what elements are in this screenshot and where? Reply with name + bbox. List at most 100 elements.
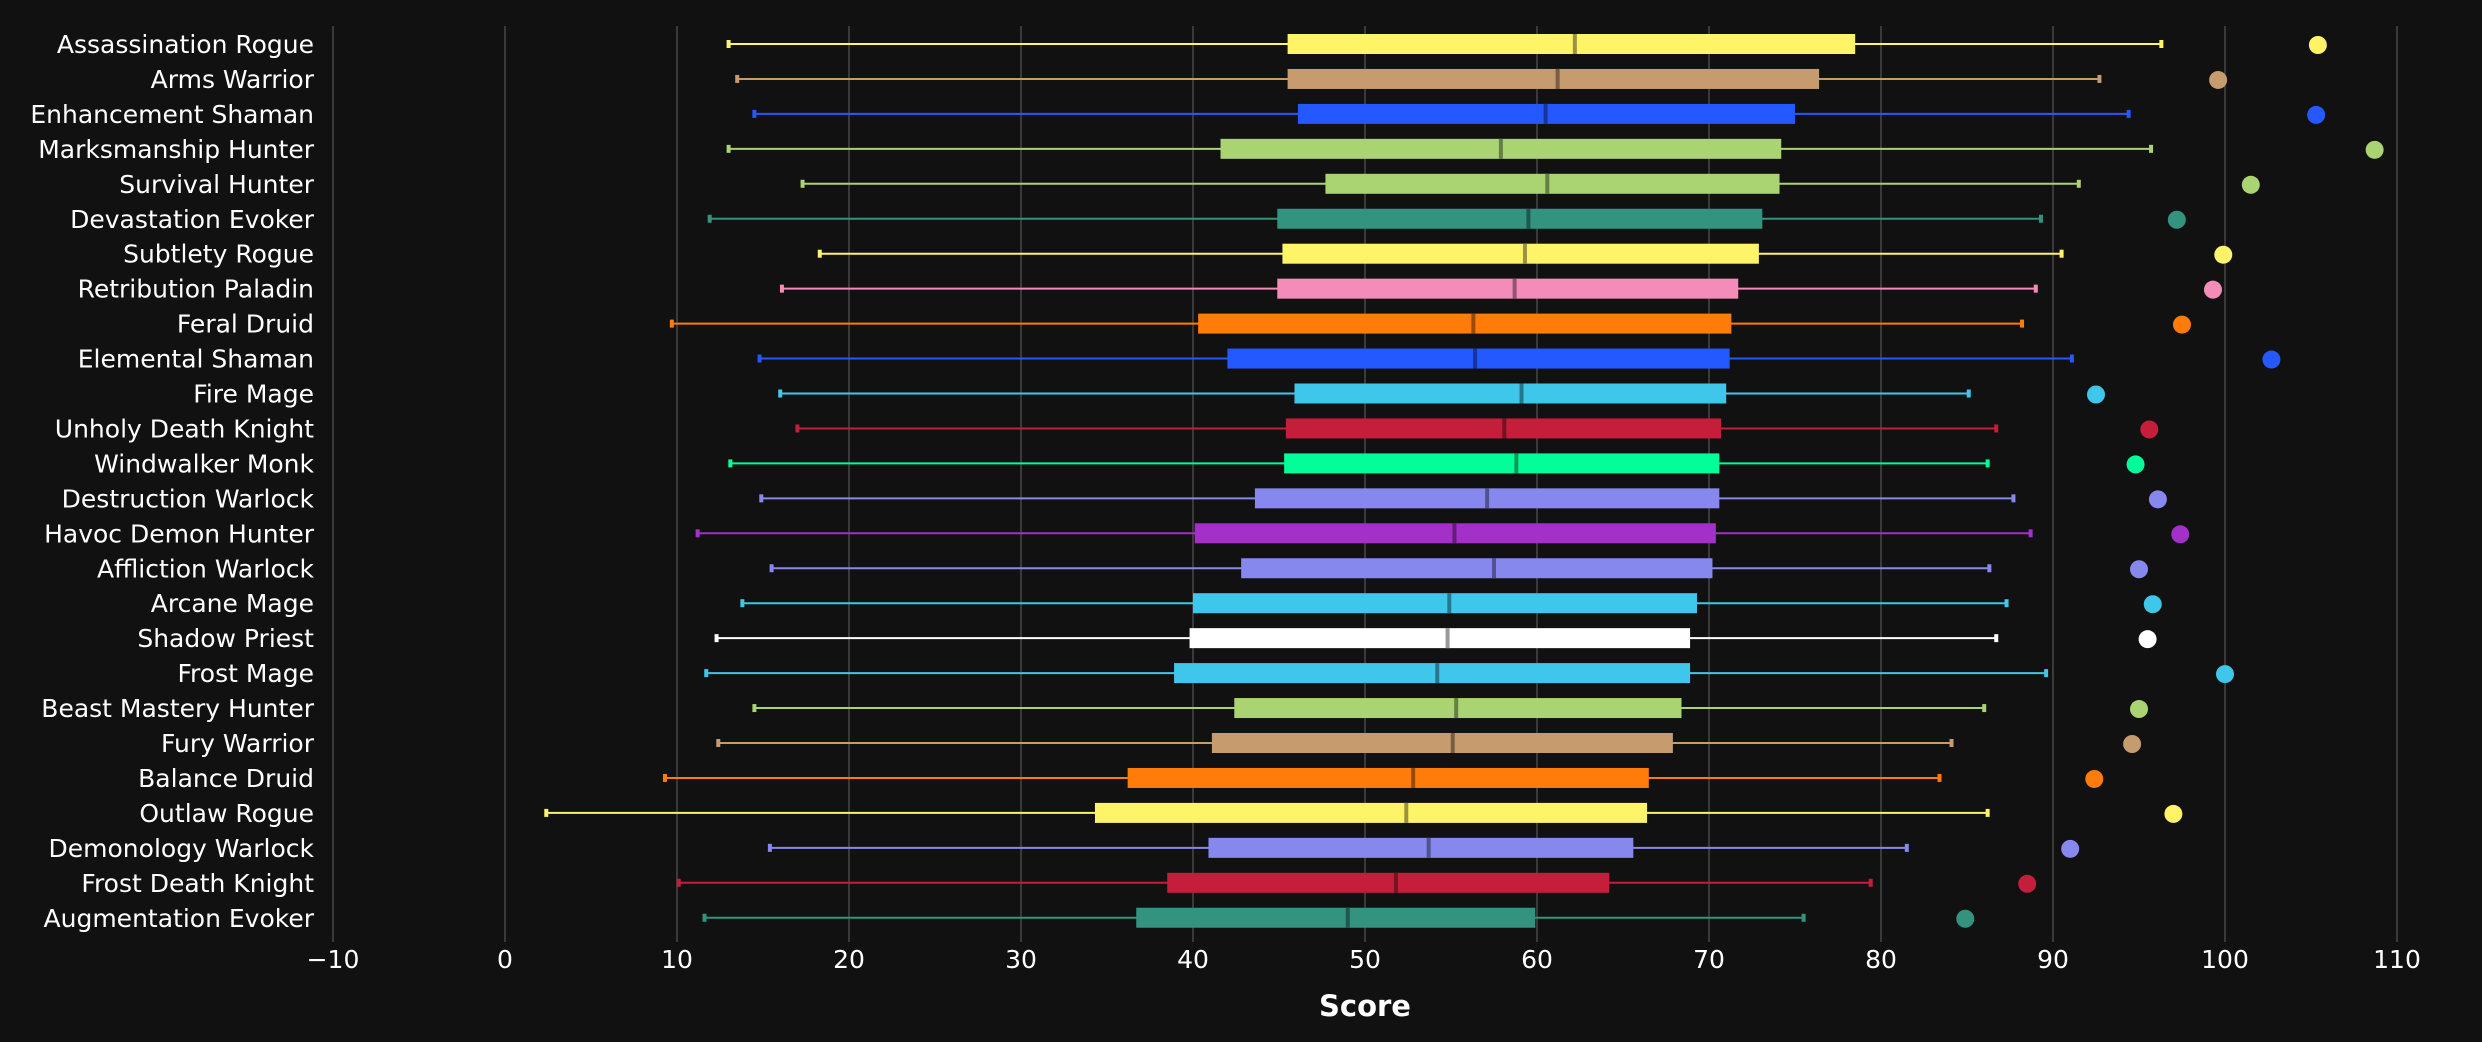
median-mark <box>1404 802 1409 823</box>
x-tick-label: 90 <box>2037 945 2069 974</box>
category-label: Retribution Paladin <box>78 275 314 304</box>
category-label: Outlaw Rogue <box>139 799 314 828</box>
category-label: Balance Druid <box>138 764 314 793</box>
iqr-box <box>1227 348 1730 369</box>
median-mark <box>1492 558 1496 579</box>
median-mark <box>1435 663 1440 684</box>
whisker-min-cap <box>702 913 707 922</box>
box-row <box>759 488 2167 509</box>
median-mark <box>1555 68 1560 89</box>
x-tick-label: 80 <box>1865 945 1897 974</box>
outlier-point <box>2138 630 2157 649</box>
box-row <box>662 767 2104 788</box>
whisker-min-cap <box>795 424 800 433</box>
whisker-max-cap <box>2069 354 2074 363</box>
box-row <box>817 243 2233 264</box>
median-mark <box>1485 488 1490 509</box>
whisker-min-cap <box>767 843 772 852</box>
outlier-point <box>2130 560 2148 579</box>
whisker-min-cap <box>778 389 783 398</box>
box-row <box>676 872 2037 893</box>
iqr-box <box>1198 313 1732 334</box>
category-label: Arcane Mage <box>151 589 314 618</box>
whisker-min-cap <box>544 808 549 817</box>
median-mark <box>1393 872 1398 893</box>
whisker-max-cap <box>1985 459 1990 468</box>
box-row <box>726 138 2384 159</box>
outlier-point <box>2148 490 2167 509</box>
median-mark <box>1519 383 1524 404</box>
iqr-box <box>1287 68 1820 89</box>
box-row <box>779 278 2222 299</box>
whisker-min-cap <box>769 564 774 573</box>
outlier-point <box>2214 245 2233 264</box>
outlier-point <box>1956 909 1975 928</box>
iqr-box <box>1287 34 1856 54</box>
outlier-point <box>2130 700 2148 719</box>
outlier-point <box>2126 455 2145 474</box>
outlier-point <box>2143 595 2162 614</box>
outlier-point <box>2209 70 2228 89</box>
whisker-max-cap <box>2044 669 2049 678</box>
category-label: Affliction Warlock <box>97 554 315 583</box>
outlier-point <box>2061 839 2080 858</box>
iqr-box <box>1325 173 1780 194</box>
iqr-box <box>1294 383 1727 404</box>
median-mark <box>1543 103 1548 124</box>
iqr-box <box>1136 907 1536 928</box>
iqr-box <box>1208 837 1634 858</box>
whisker-max-cap <box>1987 564 1992 573</box>
x-tick-label: 70 <box>1693 945 1725 974</box>
outlier-point <box>2087 385 2105 404</box>
x-tick-label: −10 <box>307 945 360 974</box>
whisker-min-cap <box>695 529 700 538</box>
median-mark <box>1471 313 1476 334</box>
box-row <box>716 733 2142 753</box>
whisker-max-cap <box>2038 214 2043 223</box>
whisker-max-cap <box>2004 599 2009 608</box>
x-tick-label: 60 <box>1521 945 1553 974</box>
category-label: Feral Druid <box>177 310 314 339</box>
box-row <box>740 593 2162 614</box>
category-label: Unholy Death Knight <box>55 414 314 443</box>
box-row <box>795 418 2159 439</box>
outlier-point <box>2203 280 2222 299</box>
median-mark <box>1447 593 1452 614</box>
iqr-box <box>1193 593 1697 614</box>
median-mark <box>1473 348 1478 369</box>
box-row <box>669 313 2191 334</box>
whisker-min-cap <box>726 40 731 48</box>
box-row <box>757 348 2281 369</box>
category-label: Marksmanship Hunter <box>38 135 314 164</box>
whisker-min-cap <box>676 878 681 887</box>
x-tick-label: 50 <box>1349 945 1381 974</box>
iqr-box <box>1211 733 1673 753</box>
category-label: Frost Death Knight <box>81 869 314 898</box>
category-label: Fury Warrior <box>161 729 315 758</box>
median-mark <box>1512 278 1517 299</box>
category-label: Destruction Warlock <box>62 484 315 513</box>
median-mark <box>1345 907 1350 928</box>
x-axis-title: Score <box>1319 989 1411 1023</box>
median-mark <box>1514 453 1519 474</box>
whisker-max-cap <box>2028 529 2033 538</box>
category-label: Devastation Evoker <box>70 205 315 234</box>
outlier-point <box>2173 315 2191 334</box>
outlier-point <box>2216 665 2234 684</box>
category-label: Assassination Rogue <box>57 30 314 59</box>
whisker-max-cap <box>2097 74 2102 83</box>
whisker-min-cap <box>716 739 721 747</box>
outlier-point <box>2018 874 2037 893</box>
box-row <box>752 103 2326 124</box>
category-label: Windwalker Monk <box>94 449 314 478</box>
whisker-min-cap <box>800 179 805 188</box>
median-mark <box>1454 698 1459 719</box>
whisker-min-cap <box>735 74 740 83</box>
median-mark <box>1426 837 1431 858</box>
category-label: Frost Mage <box>178 659 315 688</box>
whisker-max-cap <box>2126 109 2131 118</box>
category-label: Augmentation Evoker <box>44 904 315 933</box>
iqr-box <box>1167 872 1610 893</box>
whisker-max-cap <box>2020 319 2025 328</box>
